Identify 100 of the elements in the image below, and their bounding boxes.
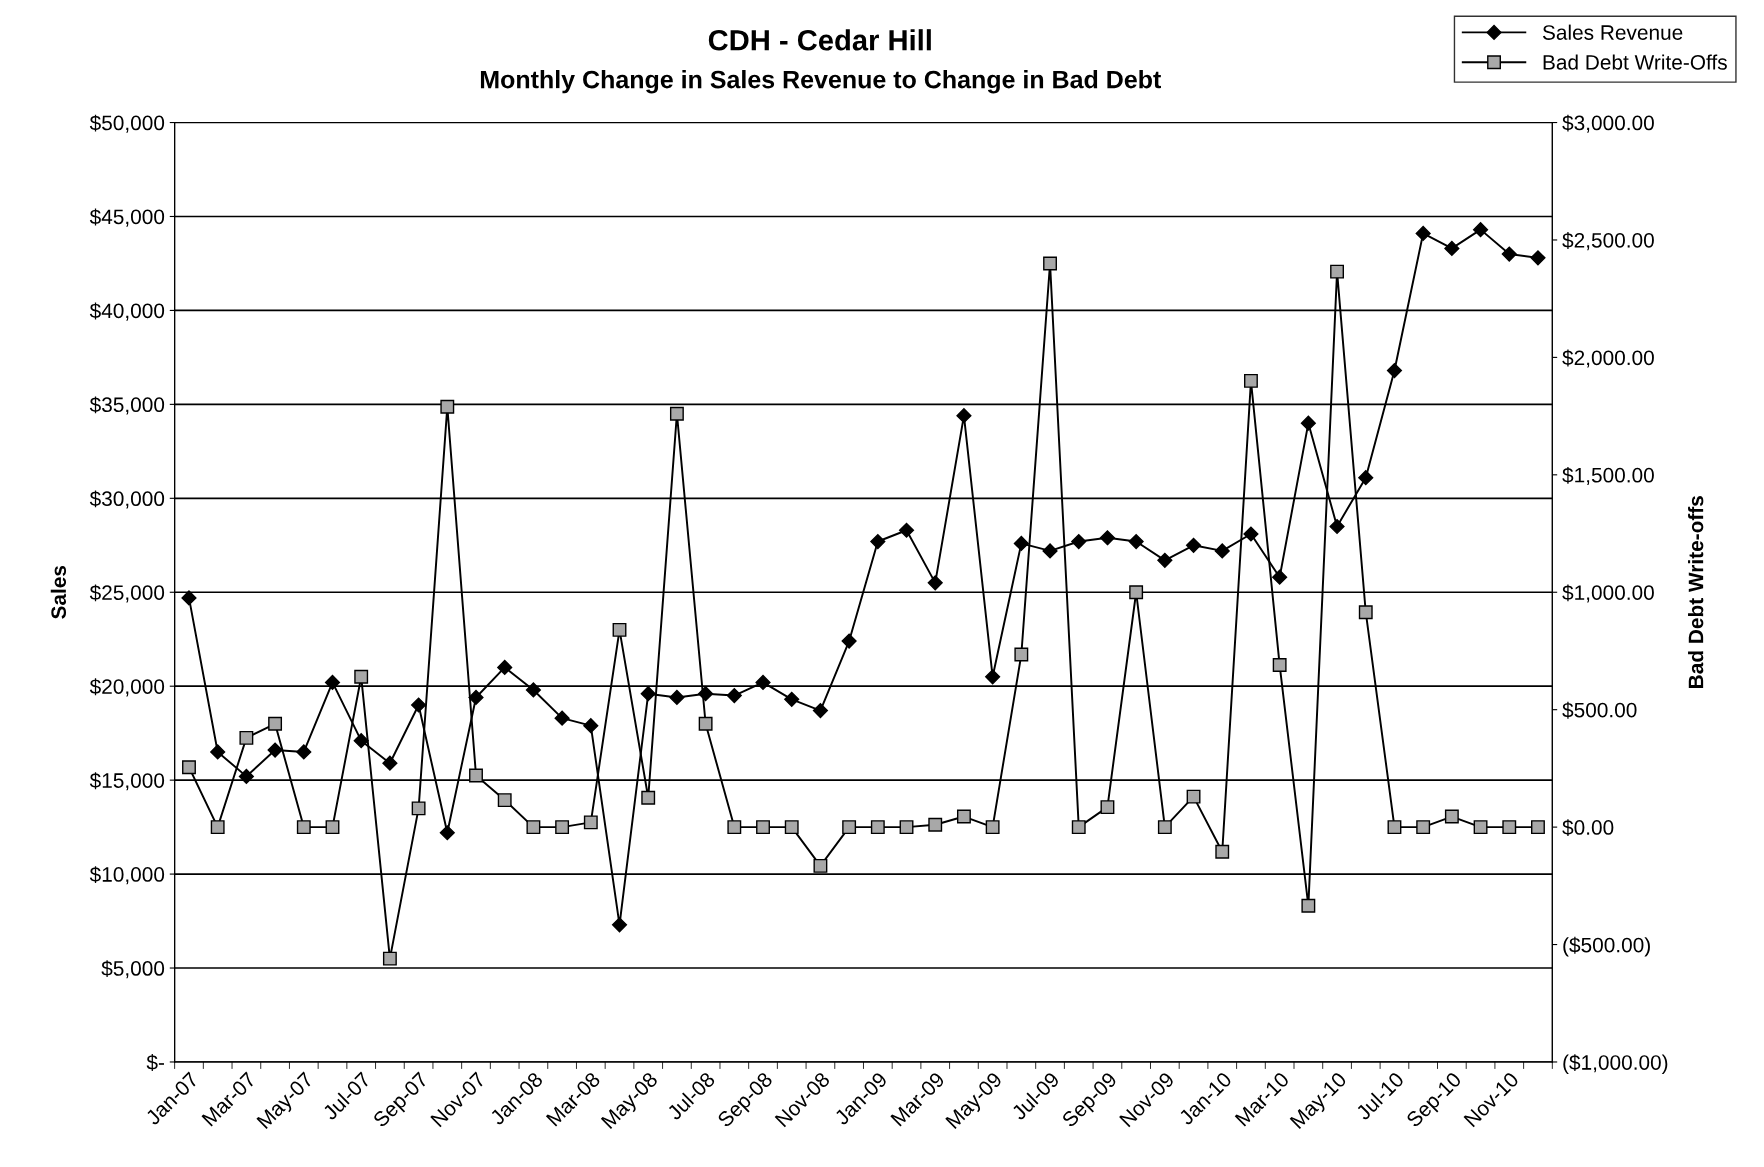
point	[956, 809, 971, 824]
point	[325, 820, 340, 835]
point	[181, 590, 197, 606]
y2-tick-label: $1,500.00	[1562, 466, 1654, 486]
point	[641, 790, 656, 805]
y2-tick-label: $1,000.00	[1562, 584, 1654, 603]
point	[1329, 518, 1345, 535]
point	[812, 703, 828, 719]
point	[1129, 585, 1144, 600]
point	[755, 674, 771, 691]
y-tick-label: $-	[146, 1054, 164, 1071]
y-tick-label: $5,000	[101, 960, 165, 979]
point	[640, 686, 656, 702]
y2-tick-label: ($1,000.00)	[1563, 1054, 1668, 1074]
point	[698, 716, 713, 731]
y-tick-label: $35,000	[89, 396, 165, 415]
point	[784, 691, 800, 707]
y-tick-label: $40,000	[89, 302, 165, 321]
point	[411, 801, 426, 816]
point	[1301, 898, 1316, 913]
point	[526, 820, 541, 835]
y-tick-label: $15,000	[89, 772, 165, 791]
point	[210, 820, 225, 835]
point	[842, 820, 857, 835]
point	[1042, 543, 1058, 559]
point	[1502, 820, 1517, 835]
point	[468, 689, 484, 706]
y2-tick-label: $2,500.00	[1562, 232, 1654, 251]
point	[870, 533, 886, 550]
point	[928, 817, 943, 832]
point	[1157, 820, 1172, 835]
point	[324, 674, 341, 691]
point	[583, 815, 598, 830]
point	[612, 622, 627, 637]
point	[1243, 526, 1259, 542]
y-tick-label: $20,000	[89, 678, 165, 697]
point	[756, 820, 770, 835]
point	[1387, 820, 1402, 835]
point	[956, 408, 972, 424]
point	[1444, 809, 1459, 824]
point	[1415, 225, 1431, 241]
point	[554, 710, 570, 726]
point	[497, 793, 512, 808]
chart-subtitle: Monthly Change in Sales Revenue to Change in Bad Debt	[480, 70, 1161, 94]
point	[1300, 415, 1316, 431]
point	[1244, 373, 1258, 388]
point	[268, 716, 283, 731]
point	[870, 820, 885, 835]
point	[1501, 246, 1517, 262]
point	[1272, 658, 1287, 673]
y-tick-label: $45,000	[89, 208, 165, 227]
point	[1186, 789, 1201, 804]
point	[525, 682, 541, 698]
point	[813, 858, 828, 873]
y2-tick-label: ($500.00)	[1563, 936, 1650, 957]
point	[1043, 256, 1057, 271]
point	[238, 768, 254, 784]
point	[899, 820, 914, 835]
point	[1185, 537, 1202, 553]
y2-tick-label: $2,000.00	[1562, 349, 1654, 368]
point	[1071, 533, 1087, 550]
point	[382, 951, 397, 966]
point	[1472, 222, 1489, 238]
point	[353, 733, 369, 749]
point	[583, 718, 599, 734]
point	[1473, 820, 1488, 835]
y2-tick-label: $3,000.00	[1562, 114, 1654, 133]
point	[439, 825, 455, 841]
y2-tick-label: $500.00	[1562, 701, 1637, 719]
point	[985, 820, 1000, 835]
point	[898, 522, 915, 538]
point	[841, 633, 857, 649]
point	[726, 688, 742, 704]
point	[985, 669, 1001, 685]
point	[555, 820, 570, 835]
point	[927, 575, 943, 591]
point	[1386, 362, 1403, 379]
y-tick-label: $10,000	[89, 866, 165, 885]
legend-label: Bad Debt Write-Offs	[1543, 54, 1727, 70]
point	[1215, 844, 1230, 859]
y-axis-title: Sales	[50, 565, 67, 619]
point	[1157, 552, 1173, 568]
point	[1272, 569, 1288, 585]
point	[382, 755, 398, 771]
point	[1416, 820, 1431, 835]
point	[1530, 250, 1546, 266]
point	[182, 760, 196, 775]
point	[296, 820, 311, 835]
point	[354, 669, 369, 684]
point	[1128, 533, 1144, 550]
point	[296, 744, 312, 760]
legend-label: Sales Revenue	[1542, 24, 1683, 40]
y2-axis-title: Bad Debt Write-offs	[1688, 496, 1704, 688]
point	[1014, 647, 1029, 662]
point	[1100, 800, 1115, 815]
y-tick-label: $25,000	[89, 584, 165, 603]
point	[1531, 820, 1545, 835]
point	[669, 689, 685, 706]
point	[1214, 543, 1230, 559]
point	[1358, 470, 1374, 486]
